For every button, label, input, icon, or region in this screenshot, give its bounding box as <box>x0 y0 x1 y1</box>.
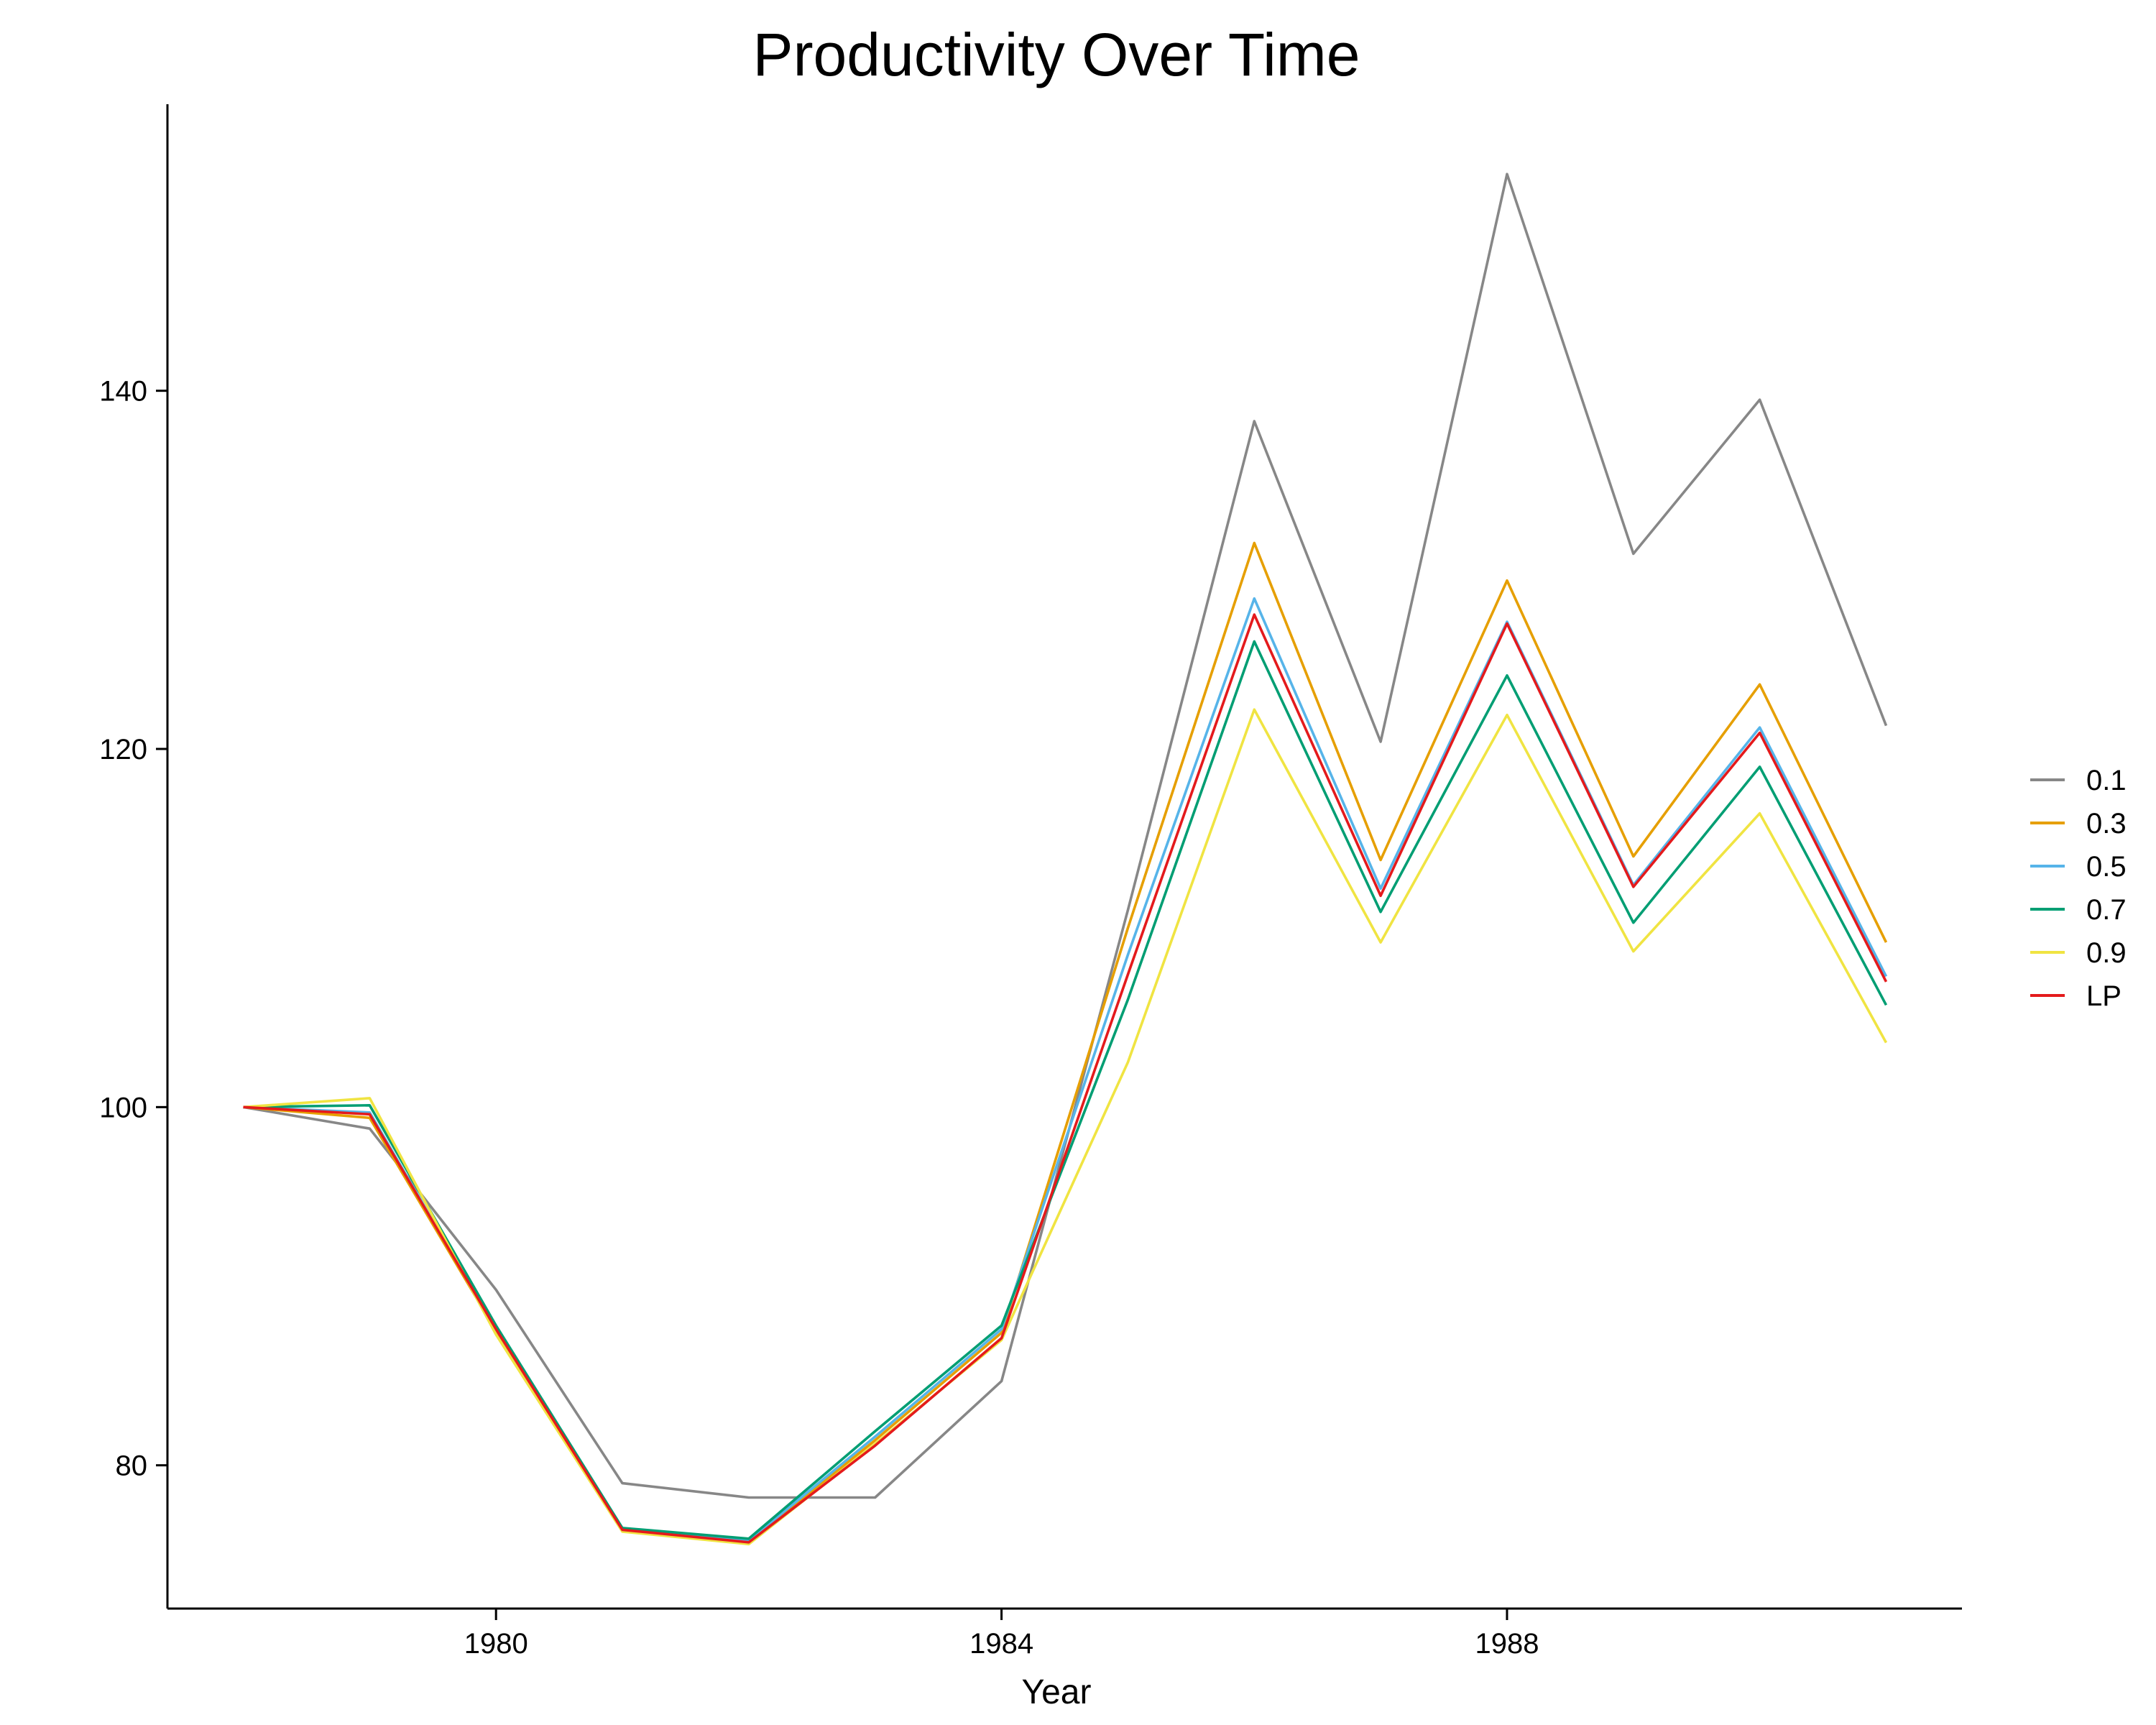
legend: 0.1 0.3 0.5 0.7 0.9 LP <box>2030 765 2127 1012</box>
legend-label: 0.7 <box>2086 894 2127 926</box>
legend-label: 0.9 <box>2086 937 2127 969</box>
chart-title: Productivity Over Time <box>753 21 1360 88</box>
legend-item-lp: LP <box>2030 980 2122 1012</box>
legend-label: LP <box>2086 980 2122 1012</box>
series-line-0-9 <box>243 708 1888 1546</box>
legend-label: 0.1 <box>2086 765 2127 796</box>
series-line-0-5 <box>243 597 1888 1542</box>
legend-item-0-3: 0.3 <box>2030 808 2127 840</box>
series-line-0-3 <box>243 541 1888 1544</box>
series-line-0-7 <box>243 640 1888 1540</box>
y-tick-label: 80 <box>116 1450 148 1482</box>
legend-item-0-1: 0.1 <box>2030 765 2127 796</box>
series-line-0-1 <box>243 172 1888 1499</box>
legend-item-0-7: 0.7 <box>2030 894 2127 926</box>
legend-item-0-9: 0.9 <box>2030 937 2127 969</box>
y-tick-label: 120 <box>99 734 147 765</box>
legend-label: 0.3 <box>2086 808 2127 840</box>
y-tick-label: 100 <box>99 1092 147 1123</box>
legend-item-0-5: 0.5 <box>2030 851 2127 883</box>
y-tick-label: 140 <box>99 376 147 408</box>
x-tick-label: 1980 <box>464 1628 528 1660</box>
x-tick-label: 1988 <box>1475 1628 1539 1660</box>
x-axis-title: Year <box>1022 1673 1092 1711</box>
plot-area: 1980 1984 1988 80 100 120 140 <box>99 104 1962 1660</box>
x-tick-label: 1984 <box>969 1628 1033 1660</box>
legend-label: 0.5 <box>2086 851 2127 883</box>
series-line-lp <box>243 613 1888 1544</box>
